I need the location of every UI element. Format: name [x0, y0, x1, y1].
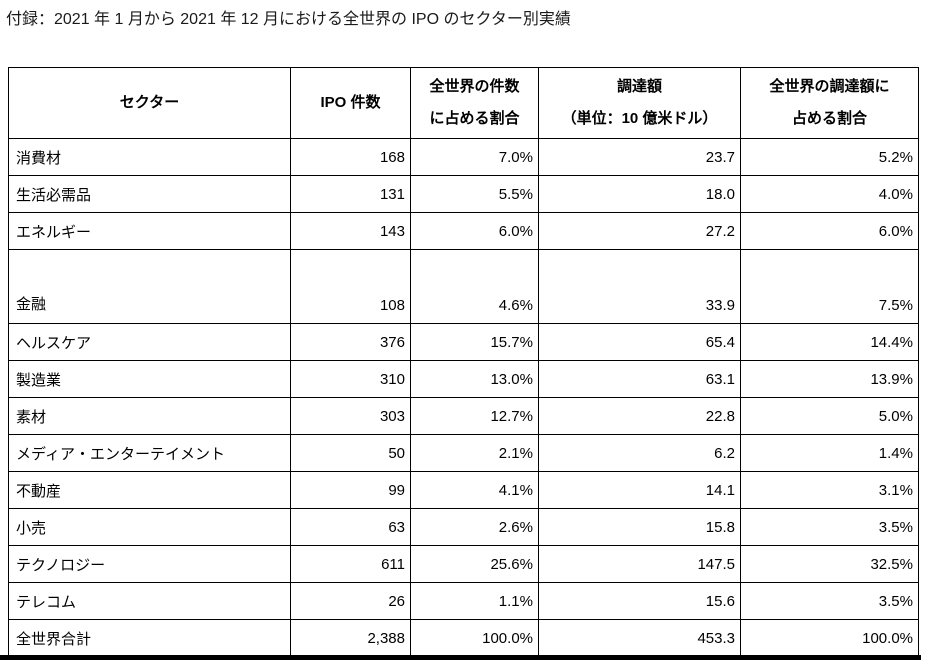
table-header-row: セクター IPO 件数 全世界の件数 に占める割合 調達額 （単位：10 億米ド… — [9, 68, 919, 139]
cell-sector: 全世界合計 — [9, 620, 291, 657]
cell-proceeds: 33.9 — [539, 250, 741, 324]
cell-ipo-count: 26 — [291, 583, 411, 620]
cell-proceeds-share: 100.0% — [741, 620, 919, 657]
column-header-proceeds-share: 全世界の調達額に 占める割合 — [741, 68, 919, 139]
cell-proceeds-share: 7.5% — [741, 250, 919, 324]
table-row: ヘルスケア 376 15.7% 65.4 14.4% — [9, 324, 919, 361]
cell-proceeds: 6.2 — [539, 435, 741, 472]
cell-count-share: 1.1% — [411, 583, 539, 620]
cell-count-share: 6.0% — [411, 213, 539, 250]
header-line: 全世界の件数 — [429, 78, 520, 95]
table-row: 製造業 310 13.0% 63.1 13.9% — [9, 361, 919, 398]
header-line: （単位：10 億米ドル） — [561, 110, 718, 127]
cell-sector: 不動産 — [9, 472, 291, 509]
cell-proceeds: 27.2 — [539, 213, 741, 250]
cell-ipo-count: 99 — [291, 472, 411, 509]
column-header-ipo-count: IPO 件数 — [291, 68, 411, 139]
table-row: 生活必需品 131 5.5% 18.0 4.0% — [9, 176, 919, 213]
cell-proceeds-share: 5.0% — [741, 398, 919, 435]
header-line: 全世界の調達額に — [769, 78, 890, 95]
table-row: 素材 303 12.7% 22.8 5.0% — [9, 398, 919, 435]
table-body: 消費材 168 7.0% 23.7 5.2% 生活必需品 131 5.5% 18… — [9, 139, 919, 657]
cell-ipo-count: 50 — [291, 435, 411, 472]
cell-ipo-count: 310 — [291, 361, 411, 398]
cell-proceeds: 15.6 — [539, 583, 741, 620]
cell-sector: 素材 — [9, 398, 291, 435]
cell-ipo-count: 63 — [291, 509, 411, 546]
cell-count-share: 15.7% — [411, 324, 539, 361]
table-row: 不動産 99 4.1% 14.1 3.1% — [9, 472, 919, 509]
cell-proceeds: 65.4 — [539, 324, 741, 361]
column-header-count-share: 全世界の件数 に占める割合 — [411, 68, 539, 139]
cell-proceeds-share: 32.5% — [741, 546, 919, 583]
cell-count-share: 25.6% — [411, 546, 539, 583]
cell-count-share: 2.6% — [411, 509, 539, 546]
header-line: セクター — [119, 94, 180, 111]
cell-ipo-count: 376 — [291, 324, 411, 361]
table-row: エネルギー 143 6.0% 27.2 6.0% — [9, 213, 919, 250]
cell-count-share: 13.0% — [411, 361, 539, 398]
table-row: テクノロジー 611 25.6% 147.5 32.5% — [9, 546, 919, 583]
cell-sector: テクノロジー — [9, 546, 291, 583]
cell-count-share: 12.7% — [411, 398, 539, 435]
cell-ipo-count: 303 — [291, 398, 411, 435]
cell-count-share: 7.0% — [411, 139, 539, 176]
cell-ipo-count: 131 — [291, 176, 411, 213]
cell-sector: 消費材 — [9, 139, 291, 176]
cell-sector: メディア・エンターテイメント — [9, 435, 291, 472]
header-line: IPO 件数 — [320, 94, 381, 111]
cell-sector: 製造業 — [9, 361, 291, 398]
cell-proceeds: 147.5 — [539, 546, 741, 583]
cell-sector: テレコム — [9, 583, 291, 620]
cell-sector: 小売 — [9, 509, 291, 546]
column-header-proceeds: 調達額 （単位：10 億米ドル） — [539, 68, 741, 139]
cell-count-share: 2.1% — [411, 435, 539, 472]
cell-sector: 生活必需品 — [9, 176, 291, 213]
column-header-sector: セクター — [9, 68, 291, 139]
header-line: 調達額 — [616, 78, 662, 95]
cell-proceeds-share: 3.5% — [741, 509, 919, 546]
cell-ipo-count: 2,388 — [291, 620, 411, 657]
table-row: 消費材 168 7.0% 23.7 5.2% — [9, 139, 919, 176]
cell-proceeds-share: 14.4% — [741, 324, 919, 361]
page-title: 付録：2021 年 1 月から 2021 年 12 月における全世界の IPO … — [6, 11, 571, 28]
cell-sector: ヘルスケア — [9, 324, 291, 361]
cell-proceeds-share: 1.4% — [741, 435, 919, 472]
cell-proceeds: 18.0 — [539, 176, 741, 213]
table-bottom-rule — [0, 655, 921, 660]
table-row: テレコム 26 1.1% 15.6 3.5% — [9, 583, 919, 620]
cell-proceeds-share: 4.0% — [741, 176, 919, 213]
cell-sector: エネルギー — [9, 213, 291, 250]
cell-ipo-count: 108 — [291, 250, 411, 324]
cell-count-share: 4.6% — [411, 250, 539, 324]
cell-proceeds-share: 3.5% — [741, 583, 919, 620]
header-line: に占める割合 — [429, 110, 520, 127]
cell-proceeds: 63.1 — [539, 361, 741, 398]
cell-count-share: 100.0% — [411, 620, 539, 657]
table-row: 全世界合計 2,388 100.0% 453.3 100.0% — [9, 620, 919, 657]
cell-ipo-count: 168 — [291, 139, 411, 176]
cell-sector: 金融 — [9, 250, 291, 324]
cell-proceeds-share: 3.1% — [741, 472, 919, 509]
cell-proceeds-share: 13.9% — [741, 361, 919, 398]
cell-ipo-count: 611 — [291, 546, 411, 583]
ipo-sector-table: セクター IPO 件数 全世界の件数 に占める割合 調達額 （単位：10 億米ド… — [8, 67, 919, 657]
cell-count-share: 5.5% — [411, 176, 539, 213]
table-row: 金融 108 4.6% 33.9 7.5% — [9, 250, 919, 324]
cell-ipo-count: 143 — [291, 213, 411, 250]
cell-proceeds-share: 5.2% — [741, 139, 919, 176]
cell-proceeds: 453.3 — [539, 620, 741, 657]
cell-proceeds: 14.1 — [539, 472, 741, 509]
cell-proceeds: 22.8 — [539, 398, 741, 435]
cell-count-share: 4.1% — [411, 472, 539, 509]
header-line: 占める割合 — [791, 110, 867, 127]
cell-proceeds: 23.7 — [539, 139, 741, 176]
table-row: 小売 63 2.6% 15.8 3.5% — [9, 509, 919, 546]
cell-proceeds-share: 6.0% — [741, 213, 919, 250]
cell-proceeds: 15.8 — [539, 509, 741, 546]
table-row: メディア・エンターテイメント 50 2.1% 6.2 1.4% — [9, 435, 919, 472]
